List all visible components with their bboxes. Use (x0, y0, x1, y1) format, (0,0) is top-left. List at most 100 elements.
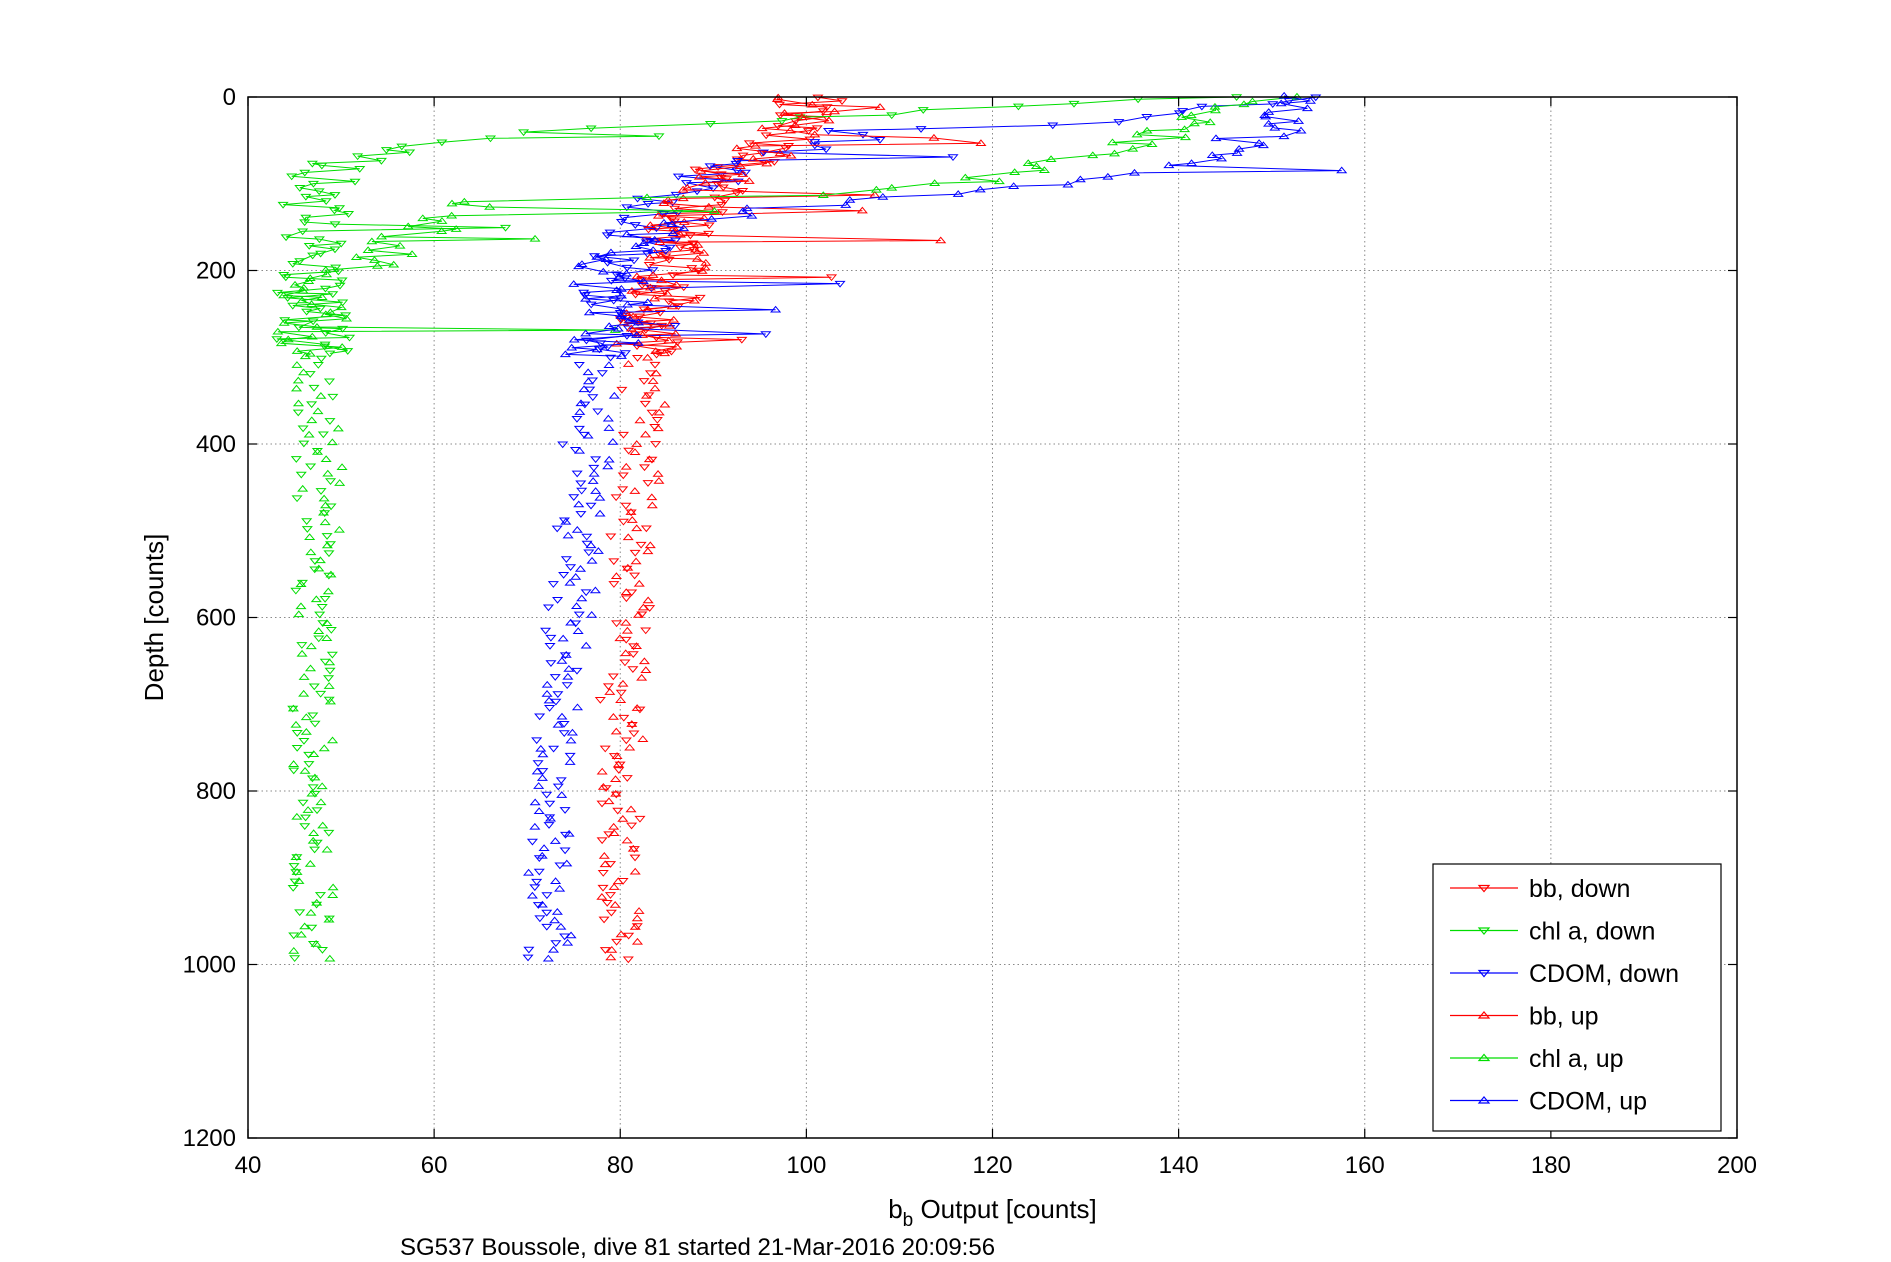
data-marker (288, 932, 300, 940)
data-marker (621, 626, 633, 634)
data-marker (615, 291, 628, 299)
legend-marker (1477, 1010, 1491, 1019)
data-marker (327, 393, 339, 401)
data-marker (809, 142, 821, 150)
data-marker (566, 728, 579, 736)
data-marker (598, 916, 610, 924)
data-marker (628, 257, 640, 265)
x-axis-label: bb Output [counts] (888, 1194, 1097, 1231)
data-marker (1215, 154, 1228, 162)
data-marker (707, 185, 719, 193)
data-marker (631, 440, 643, 447)
data-marker (617, 815, 629, 822)
data-marker (621, 264, 633, 272)
data-marker (636, 611, 648, 619)
data-marker (661, 289, 673, 297)
data-marker (669, 205, 681, 213)
data-marker (297, 228, 309, 236)
data-marker (646, 409, 658, 417)
data-marker (288, 760, 300, 767)
series-chl-a-up (272, 92, 1303, 962)
data-marker (627, 666, 639, 674)
data-marker (603, 455, 615, 463)
data-marker (663, 256, 675, 264)
data-marker (571, 667, 583, 675)
data-marker (574, 408, 586, 415)
data-marker (529, 234, 541, 242)
data-marker (320, 330, 332, 337)
data-marker (532, 760, 544, 768)
data-marker (544, 814, 557, 822)
data-marker (680, 180, 692, 187)
data-marker (296, 579, 309, 587)
data-marker (556, 791, 568, 798)
data-marker (321, 845, 333, 853)
data-marker (295, 602, 307, 610)
data-marker (336, 277, 348, 285)
data-marker (337, 325, 349, 333)
data-marker (597, 782, 609, 790)
data-marker (309, 773, 321, 781)
data-marker (668, 315, 680, 323)
data-marker (644, 283, 656, 291)
x-tick-label: 180 (1531, 1152, 1571, 1179)
data-marker (644, 221, 656, 229)
data-marker (340, 314, 353, 322)
data-marker (622, 360, 634, 367)
data-marker (640, 239, 652, 247)
data-marker (623, 932, 635, 940)
data-marker (298, 283, 310, 291)
data-marker (306, 789, 318, 797)
data-marker (1045, 155, 1057, 163)
data-marker (586, 556, 598, 564)
data-marker (568, 494, 580, 501)
data-marker (325, 570, 337, 578)
data-marker (628, 730, 640, 738)
data-marker (309, 846, 321, 854)
data-marker (622, 533, 634, 541)
data-marker (538, 844, 550, 851)
y-tick-label: 1200 (183, 1125, 236, 1152)
data-marker (993, 177, 1005, 185)
data-marker (698, 248, 710, 256)
data-marker (789, 118, 802, 125)
data-marker (406, 250, 418, 257)
data-marker (642, 596, 654, 604)
data-marker (309, 566, 321, 574)
data-marker (631, 272, 643, 280)
data-marker (594, 493, 606, 501)
data-marker (662, 196, 674, 203)
data-marker (300, 713, 312, 721)
data-marker (287, 302, 299, 310)
data-marker (608, 581, 620, 588)
data-marker (704, 120, 717, 128)
data-marker (1204, 118, 1216, 126)
data-marker (659, 349, 671, 357)
data-marker (573, 425, 585, 433)
data-marker (597, 267, 609, 275)
data-marker (820, 146, 832, 154)
data-marker (324, 478, 337, 486)
data-marker (303, 430, 315, 438)
data-marker (529, 884, 541, 892)
data-marker (631, 331, 643, 338)
data-marker (670, 191, 682, 199)
data-marker (643, 262, 655, 269)
data-marker (608, 391, 620, 399)
data-marker (375, 232, 388, 240)
data-marker (771, 95, 783, 102)
data-marker (316, 162, 328, 170)
data-marker (573, 446, 586, 454)
data-marker (602, 683, 614, 691)
data-marker (628, 643, 640, 651)
data-marker (541, 680, 553, 688)
data-marker (299, 169, 311, 177)
data-marker (588, 253, 601, 261)
data-marker (299, 922, 311, 930)
data-marker (634, 815, 646, 823)
data-marker (315, 250, 327, 258)
data-marker (621, 836, 633, 844)
data-marker (583, 308, 595, 316)
data-marker (1206, 151, 1218, 158)
data-marker (324, 697, 337, 705)
